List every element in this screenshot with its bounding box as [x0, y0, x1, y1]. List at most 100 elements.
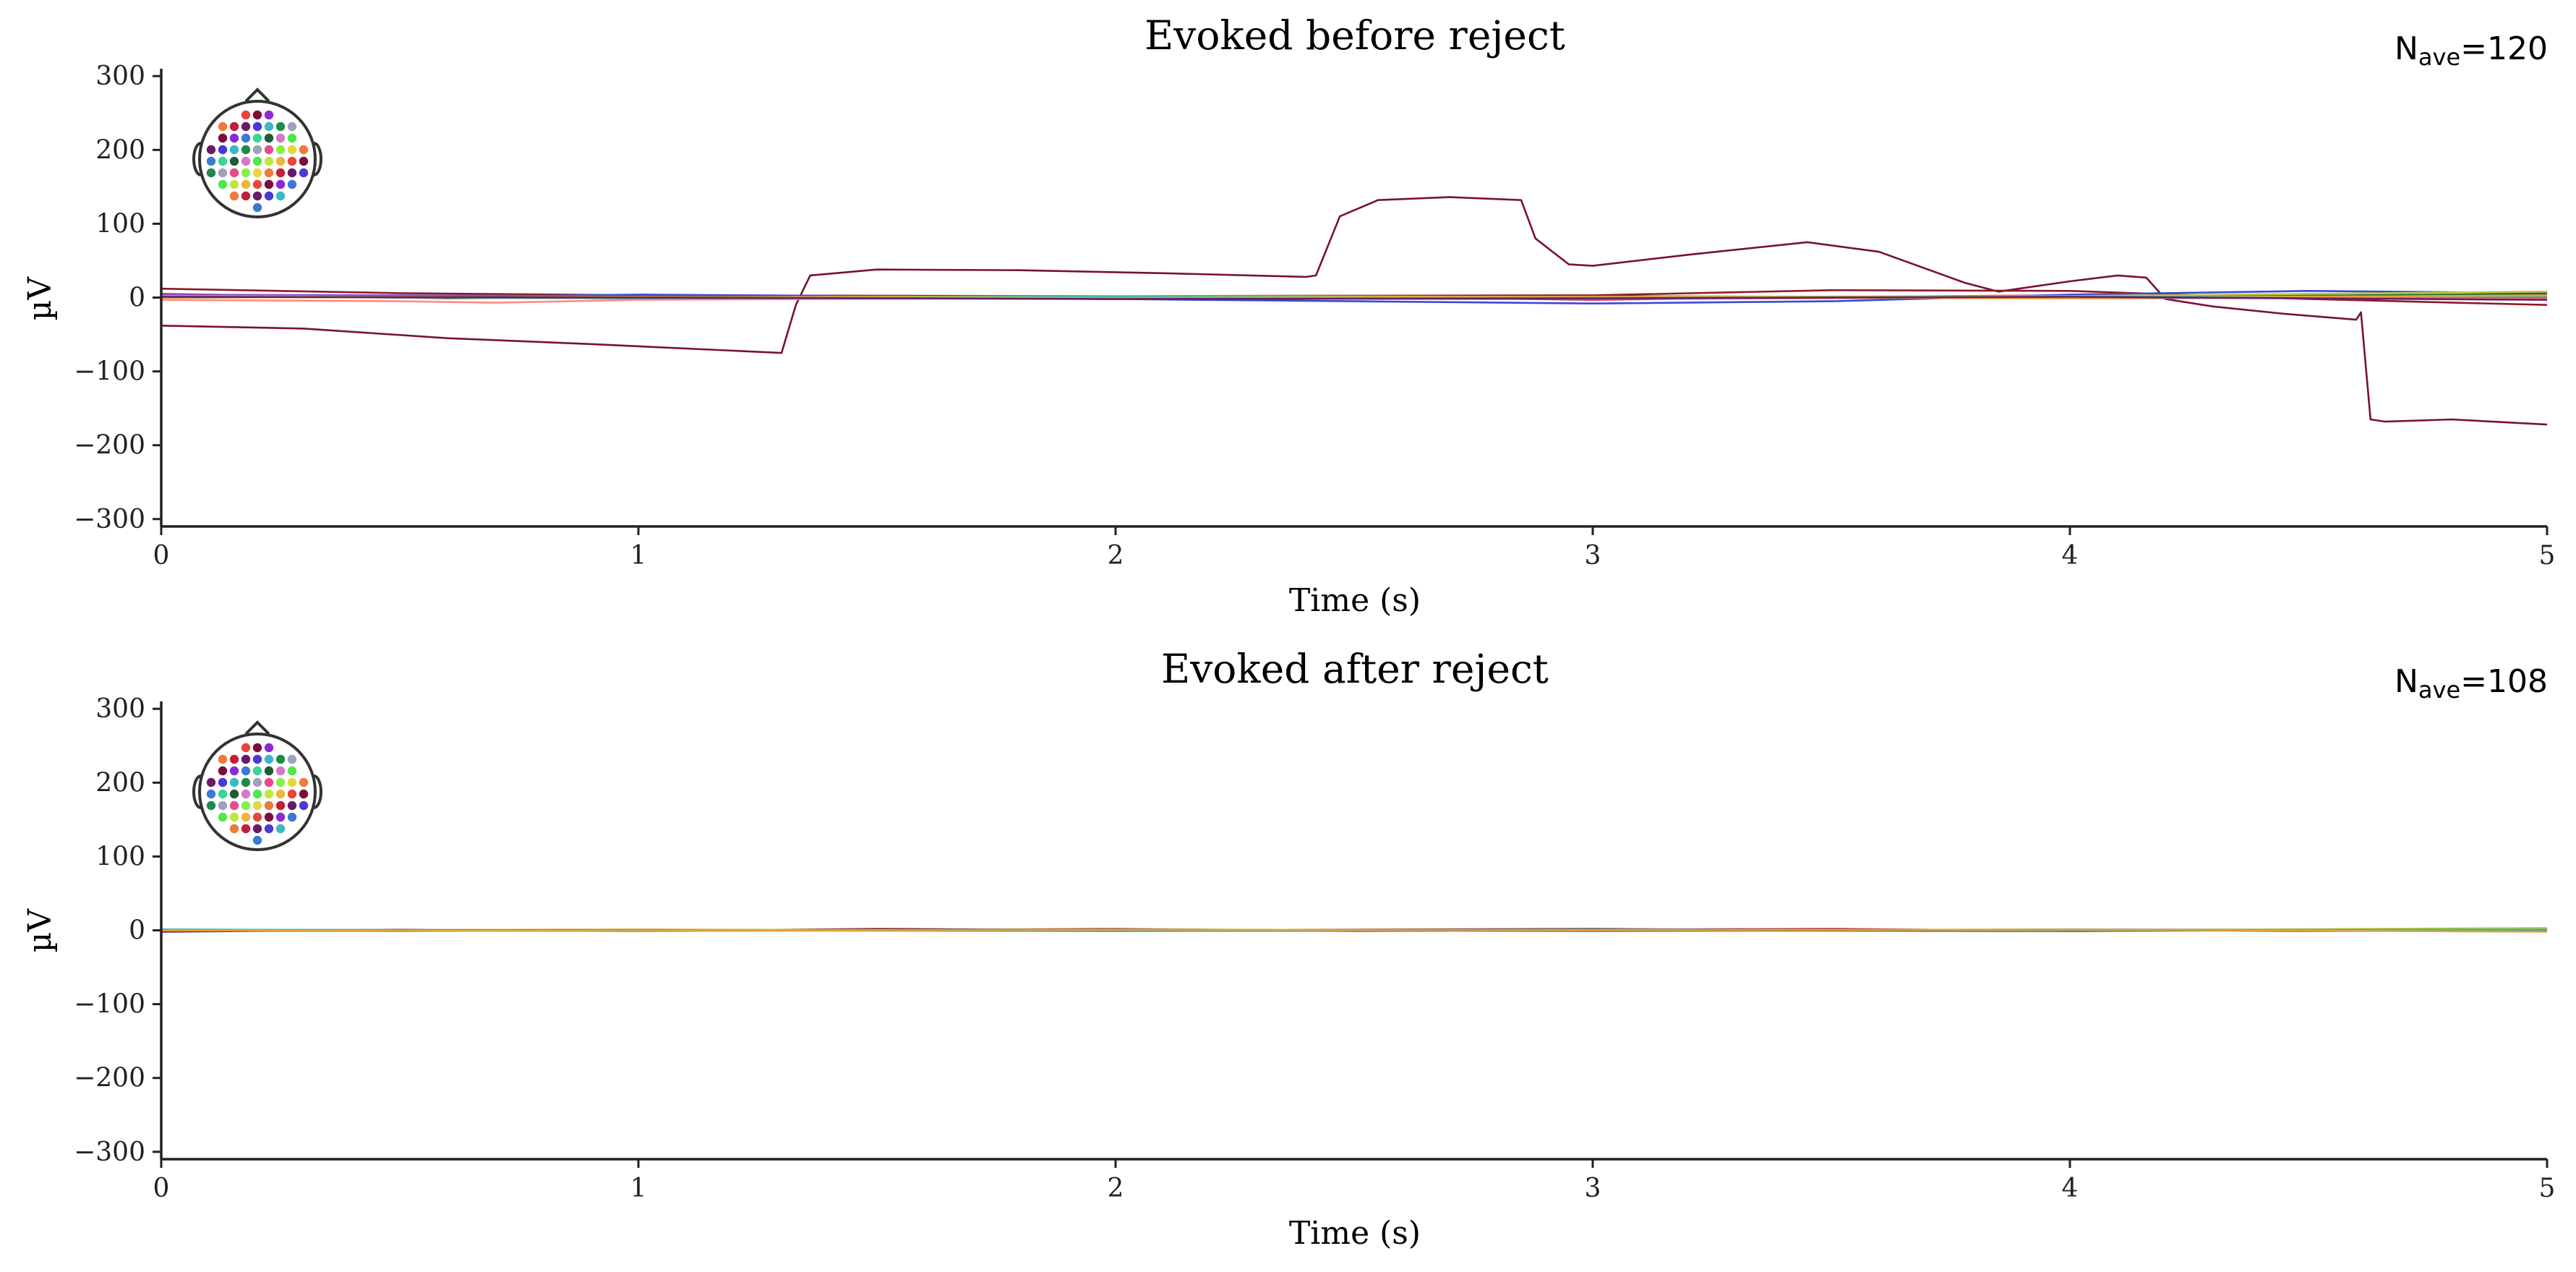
sensor-dot-45: [218, 179, 228, 189]
sensor-dot-26: [299, 777, 309, 787]
x-tick-label: 3: [1585, 541, 1601, 571]
nave-symbol: N: [2395, 663, 2418, 700]
x-tick-label: 0: [153, 1174, 170, 1203]
sensor-dot-37: [218, 801, 228, 811]
x-tick-label: 1: [630, 1174, 647, 1203]
sensor-dot-44: [299, 168, 309, 178]
sensor-dot-42: [275, 168, 286, 178]
nave-value: =108: [2460, 663, 2548, 700]
sensor-dot-49: [264, 812, 274, 822]
sensor-dot-51: [287, 812, 297, 822]
panel-before-reject: Evoked before reject Nave=120 3002001000…: [22, 12, 2555, 619]
x-tick-label: 5: [2539, 541, 2556, 571]
sensor-dot-52: [229, 824, 239, 834]
panel-title: Evoked after reject: [1161, 646, 1549, 692]
y-ticks: 300 200 100 0 −100 −200 −300: [74, 694, 161, 1167]
sensor-dot-36: [206, 168, 216, 178]
sensor-dot-14: [252, 766, 262, 776]
sensor-dot-19: [218, 777, 228, 787]
y-tick-label: 300: [95, 61, 145, 91]
sensor-dot-53: [241, 824, 251, 834]
sensor-dot-2: [252, 110, 262, 120]
sensor-dot-41: [264, 801, 274, 811]
sensor-dot-32: [264, 789, 274, 799]
sensor-dot-3: [264, 110, 274, 120]
sensor-dot-12: [229, 766, 239, 776]
sensor-dot-54: [252, 191, 262, 201]
sensor-dot-7: [252, 754, 262, 764]
sensor-dot-22: [252, 145, 262, 155]
sensor-dot-35: [299, 156, 309, 166]
sensor-dot-31: [252, 789, 262, 799]
sensor-dot-31: [252, 156, 262, 166]
sensor-dot-57: [252, 202, 262, 213]
y-axis-label: µV: [22, 908, 59, 953]
sensor-dot-25: [287, 777, 297, 787]
x-tick-label: 4: [2062, 541, 2079, 571]
panel-title: Evoked before reject: [1144, 12, 1565, 59]
sensor-dot-30: [241, 156, 251, 166]
sensor-dot-40: [252, 168, 262, 178]
sensor-dot-13: [241, 133, 251, 143]
sensor-dot-17: [287, 133, 297, 143]
y-tick-label: 200: [95, 768, 145, 798]
y-tick-label: 100: [95, 842, 145, 871]
sensor-dot-13: [241, 766, 251, 776]
sensor-dot-32: [264, 156, 274, 166]
sensor-dot-33: [275, 789, 286, 799]
sensor-dot-53: [241, 191, 251, 201]
sensor-dot-16: [275, 133, 286, 143]
x-tick-label: 0: [153, 541, 170, 571]
sensor-dot-14: [252, 133, 262, 143]
sensor-dot-56: [275, 191, 286, 201]
sensor-dot-34: [287, 789, 297, 799]
traces: [161, 927, 2548, 933]
sensor-dot-35: [299, 789, 309, 799]
sensor-dot-4: [218, 121, 228, 132]
sensor-dot-18: [206, 777, 216, 787]
sensor-dot-47: [241, 812, 251, 822]
sensor-dot-9: [275, 121, 286, 132]
y-tick-label: −200: [74, 1064, 145, 1093]
sensor-dot-36: [206, 801, 216, 811]
sensor-dot-26: [299, 145, 309, 155]
sensor-dot-18: [206, 145, 216, 155]
sensor-dot-8: [264, 754, 274, 764]
sensor-dot-30: [241, 789, 251, 799]
sensor-dot-40: [252, 801, 262, 811]
y-tick-label: −200: [74, 431, 145, 461]
y-tick-label: 0: [129, 283, 145, 313]
sensor-dot-11: [218, 766, 228, 776]
sensor-dot-24: [275, 145, 286, 155]
x-tick-label: 2: [1108, 541, 1124, 571]
sensor-dot-12: [229, 133, 239, 143]
sensor-dot-28: [218, 789, 228, 799]
sensor-dot-38: [229, 168, 239, 178]
nave-subscript: ave: [2418, 43, 2460, 71]
y-tick-label: 100: [95, 209, 145, 239]
sensor-dot-24: [275, 777, 286, 787]
sensor-layout-head: [192, 720, 322, 851]
sensor-dot-10: [287, 754, 297, 764]
sensor-dot-15: [264, 766, 274, 776]
sensor-dot-46: [229, 179, 239, 189]
sensor-dot-23: [264, 777, 274, 787]
sensor-dot-6: [241, 754, 251, 764]
sensor-dot-49: [264, 179, 274, 189]
sensor-dot-39: [241, 168, 251, 178]
head-nose: [244, 720, 270, 735]
nave-label: Nave=108: [2395, 663, 2548, 704]
traces: [161, 196, 2548, 426]
sensor-dot-2: [252, 743, 262, 753]
sensor-dot-4: [218, 754, 228, 764]
sensor-dot-9: [275, 754, 286, 764]
sensor-dot-37: [218, 168, 228, 178]
sensor-dot-7: [252, 121, 262, 132]
sensor-dot-33: [275, 156, 286, 166]
sensor-dot-45: [218, 812, 228, 822]
channel-trace-1: [161, 196, 2548, 426]
sensor-dot-38: [229, 801, 239, 811]
sensor-dot-46: [229, 812, 239, 822]
y-ticks: 300 200 100 0 −100 −200 −300: [74, 61, 161, 534]
y-tick-label: −300: [74, 1137, 145, 1167]
